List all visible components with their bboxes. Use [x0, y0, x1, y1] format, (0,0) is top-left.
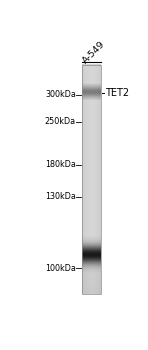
Text: TET2: TET2 [105, 88, 129, 98]
Text: 250kDa: 250kDa [45, 117, 76, 126]
Text: A-549: A-549 [81, 39, 107, 65]
Text: 100kDa: 100kDa [45, 264, 76, 273]
Bar [82, 65, 101, 294]
Text: 180kDa: 180kDa [45, 160, 76, 169]
Text: 130kDa: 130kDa [45, 193, 76, 202]
Text: 300kDa: 300kDa [45, 90, 76, 99]
